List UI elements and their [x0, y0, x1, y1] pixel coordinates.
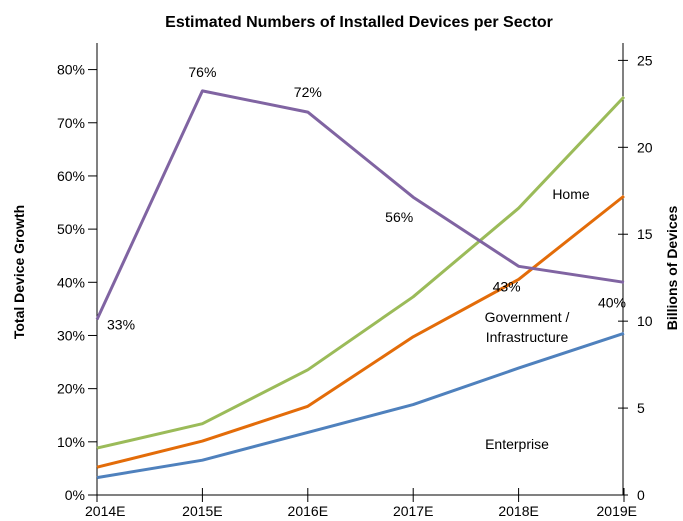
left-tick-label: 50% [57, 221, 85, 237]
left-tick-label: 10% [57, 434, 85, 450]
left-tick-label: 60% [57, 168, 85, 184]
right-tick-label: 20 [637, 139, 653, 155]
growth-data-labels: 33% 76% 72% 56% 43% 40% [107, 64, 626, 333]
x-tick-label: 2019E [597, 503, 637, 519]
left-axis-title: Total Device Growth [11, 205, 27, 339]
growth-data-label: 40% [598, 294, 626, 310]
x-tick-label: 2017E [393, 503, 433, 519]
left-tick-label: 70% [57, 115, 85, 131]
left-tick-label: 30% [57, 327, 85, 343]
left-tick-label: 40% [57, 274, 85, 290]
growth-data-label: 33% [107, 317, 135, 333]
right-tick-label: 25 [637, 52, 653, 68]
left-tick-label: 20% [57, 381, 85, 397]
right-tick-label: 0 [637, 487, 645, 503]
chart-title: Estimated Numbers of Installed Devices p… [165, 14, 553, 31]
x-axis-ticks: 2014E 2015E 2016E 2017E 2018E 2019E [85, 488, 637, 519]
growth-data-label: 72% [294, 84, 322, 100]
right-axis-ticks: 0 5 10 15 20 25 [618, 52, 653, 503]
growth-data-label: 43% [493, 278, 521, 294]
x-tick-label: 2016E [288, 503, 328, 519]
series-line-2 [96, 194, 625, 469]
growth-data-label: 56% [385, 209, 413, 225]
left-tick-label: 80% [57, 62, 85, 78]
series-line-3 [96, 331, 625, 480]
x-tick-label: 2014E [85, 503, 125, 519]
series-label: Enterprise [485, 436, 549, 452]
series-label: Home [552, 186, 590, 202]
series-line-1 [96, 95, 626, 450]
right-tick-label: 5 [637, 400, 645, 416]
series-labels: Home Government / Infrastructure Enterprise [485, 186, 590, 452]
x-tick-label: 2018E [498, 503, 538, 519]
left-tick-label: 0% [65, 487, 85, 503]
left-axis-ticks: 0% 10% 20% 30% 40% 50% 60% 70% 80% [57, 62, 97, 503]
series-label: Government / Infrastructure [485, 309, 570, 345]
right-axis-title: Billions of Devices [664, 206, 680, 331]
growth-data-label: 76% [188, 64, 216, 80]
series-lines [95, 89, 626, 480]
growth-line [95, 89, 625, 321]
x-tick-label: 2015E [182, 503, 222, 519]
right-tick-label: 10 [637, 313, 653, 329]
right-tick-label: 15 [637, 226, 653, 242]
